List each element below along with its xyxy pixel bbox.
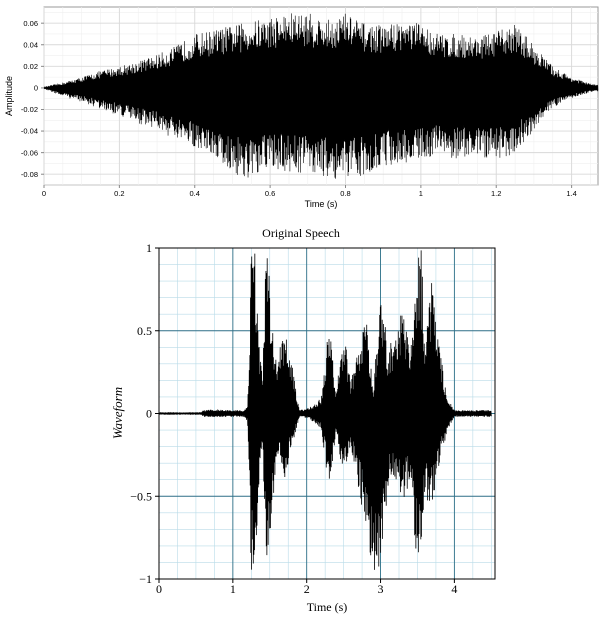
x-tick-label: 1 — [419, 189, 423, 198]
x-tick-label: 1 — [230, 582, 236, 596]
y-tick-label: -0.06 — [21, 148, 38, 157]
original-speech-chart: Original Speech 0 1 2 3 4 1 0.5 0 −0.5 −1 Time (… — [110, 226, 496, 614]
y-tick-label: 1 — [146, 241, 152, 255]
y-tick-label: 0.5 — [137, 324, 152, 338]
x-tick-label: 0.6 — [265, 189, 275, 198]
x-tick-label: 2 — [304, 582, 310, 596]
amplitude-chart: 0 0.2 0.4 0.6 0.8 1 1.2 1.4 0.06 0.04 0.02 0 -0.02 -… — [4, 6, 599, 209]
x-axis-label: Time (s) — [305, 199, 338, 209]
x-tick-label: 3 — [378, 582, 384, 596]
x-tick-label: 4 — [451, 582, 457, 596]
y-tick-label: −0.5 — [130, 489, 152, 503]
x-tick-label: 1.2 — [491, 189, 501, 198]
y-ticks: 0.06 0.04 0.02 0 -0.02 -0.04 -0.06 -0.08 — [21, 19, 44, 179]
y-axis-label: Waveform — [110, 387, 125, 439]
y-tick-label: 0 — [34, 84, 38, 93]
x-tick-label: 1.4 — [566, 189, 576, 198]
chart-title: Original Speech — [262, 226, 340, 240]
x-ticks: 0 0.2 0.4 0.6 0.8 1 1.2 1.4 — [42, 185, 577, 198]
y-tick-label: −1 — [139, 572, 152, 586]
x-ticks: 0 1 2 3 4 — [156, 579, 457, 596]
x-tick-label: 0 — [42, 189, 46, 198]
y-ticks: 1 0.5 0 −0.5 −1 — [130, 241, 159, 586]
y-tick-label: -0.02 — [21, 105, 38, 114]
y-tick-label: 0.04 — [23, 40, 38, 49]
y-tick-label: 0.02 — [23, 62, 38, 71]
x-tick-label: 0.4 — [190, 189, 200, 198]
waveform-series — [43, 13, 599, 179]
y-tick-label: 0 — [146, 407, 152, 421]
x-tick-label: 0 — [156, 582, 162, 596]
y-tick-label: 0.06 — [23, 19, 38, 28]
y-axis-label: Amplitude — [4, 76, 14, 116]
y-tick-label: -0.04 — [21, 127, 38, 136]
x-tick-label: 0.8 — [340, 189, 350, 198]
y-tick-label: -0.08 — [21, 170, 38, 179]
x-axis-label: Time (s) — [307, 600, 348, 614]
waveform-series — [158, 250, 492, 570]
x-tick-label: 0.2 — [114, 189, 124, 198]
